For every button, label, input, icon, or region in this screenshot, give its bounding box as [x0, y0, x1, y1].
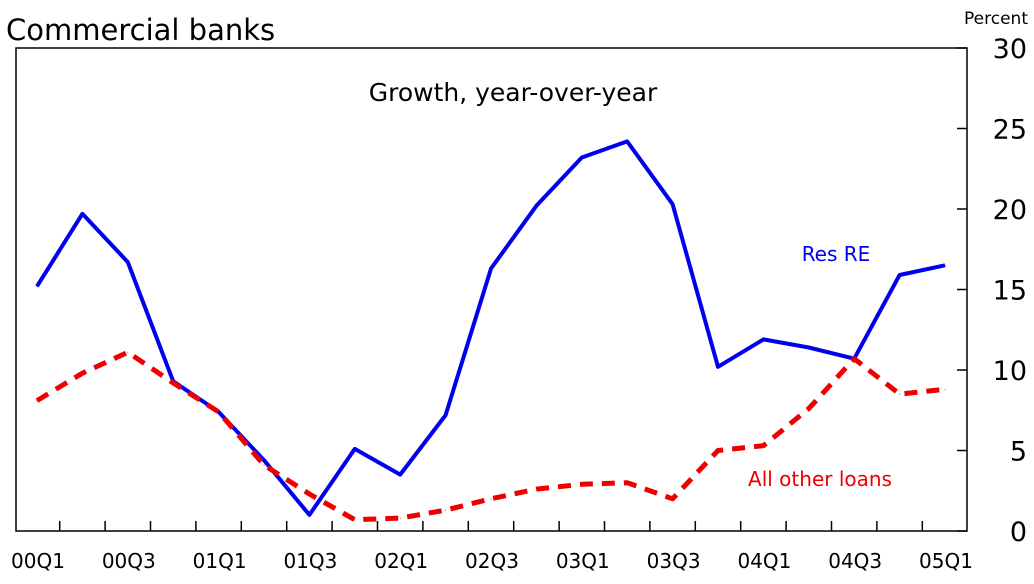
data-point	[490, 498, 492, 500]
y-tick-label: 30	[993, 34, 1027, 65]
data-point	[672, 498, 674, 500]
y-axis: 0 5 10 15 20 25 30	[957, 34, 1027, 548]
data-point	[717, 450, 719, 451]
data-point	[36, 400, 38, 402]
data-point	[263, 464, 265, 466]
data-point	[581, 156, 583, 158]
data-point	[672, 203, 674, 205]
y-tick-label: 15	[993, 276, 1027, 307]
x-tick-label: 01Q3	[283, 549, 337, 573]
series-res-re	[35, 139, 946, 517]
y-unit-label: Percent	[964, 9, 1028, 29]
data-point	[762, 445, 764, 447]
x-tick-label: 02Q3	[465, 549, 519, 573]
data-point	[581, 483, 583, 485]
data-point	[81, 372, 83, 374]
data-point	[853, 358, 855, 360]
x-tick-label: 01Q1	[193, 549, 247, 573]
data-point	[445, 414, 447, 416]
data-point	[354, 519, 356, 521]
x-axis: 00Q1 00Q3 01Q1 01Q3 02Q1 02Q3 03Q1 03Q3 04Q1 04Q3…	[11, 521, 973, 573]
series-line	[35, 139, 946, 517]
x-tick-label: 04Q1	[737, 549, 791, 573]
data-point	[36, 285, 38, 287]
data-point	[490, 268, 492, 270]
data-point	[944, 264, 946, 266]
y-tick-label: 25	[993, 115, 1027, 146]
data-point	[899, 274, 901, 276]
annotation-all-other-loans: All other loans	[748, 467, 892, 491]
data-point	[81, 213, 83, 215]
data-point	[399, 474, 401, 476]
data-point	[535, 488, 537, 490]
data-point	[445, 509, 447, 511]
series-layer	[35, 139, 946, 523]
x-tick-label: 02Q1	[374, 549, 428, 573]
data-point	[172, 382, 174, 384]
x-tick-label: 03Q3	[647, 549, 701, 573]
data-point	[808, 408, 810, 410]
annotation-res-re: Res RE	[802, 242, 871, 266]
data-point	[354, 448, 356, 450]
data-point	[717, 366, 719, 368]
series-all-other-loans	[35, 349, 946, 523]
x-tick-label: 05Q1	[919, 549, 973, 573]
data-point	[808, 346, 810, 348]
data-point	[263, 459, 265, 461]
data-point	[218, 411, 220, 413]
y-tick-label: 5	[1010, 437, 1027, 468]
x-tick-label: 03Q1	[556, 549, 610, 573]
inner-title: Growth, year-over-year	[369, 78, 658, 107]
data-point	[762, 338, 764, 340]
data-point	[308, 514, 310, 516]
data-point	[127, 351, 129, 353]
y-tick-label: 10	[993, 356, 1027, 387]
x-tick-label: 04Q3	[828, 549, 882, 573]
x-tick-label: 00Q1	[11, 549, 65, 573]
data-point	[626, 482, 628, 484]
plot-frame	[15, 47, 968, 532]
y-tick-label: 0	[1010, 517, 1027, 548]
data-point	[944, 388, 946, 390]
data-point	[399, 517, 401, 519]
data-point	[899, 393, 901, 395]
x-tick-label: 00Q3	[102, 549, 156, 573]
data-point	[127, 261, 129, 263]
chart-subtitle: Commercial banks	[6, 13, 275, 47]
data-point	[308, 493, 310, 495]
y-tick-label: 20	[993, 195, 1027, 226]
data-point	[626, 140, 628, 142]
data-point	[535, 205, 537, 207]
series-line	[35, 349, 946, 523]
